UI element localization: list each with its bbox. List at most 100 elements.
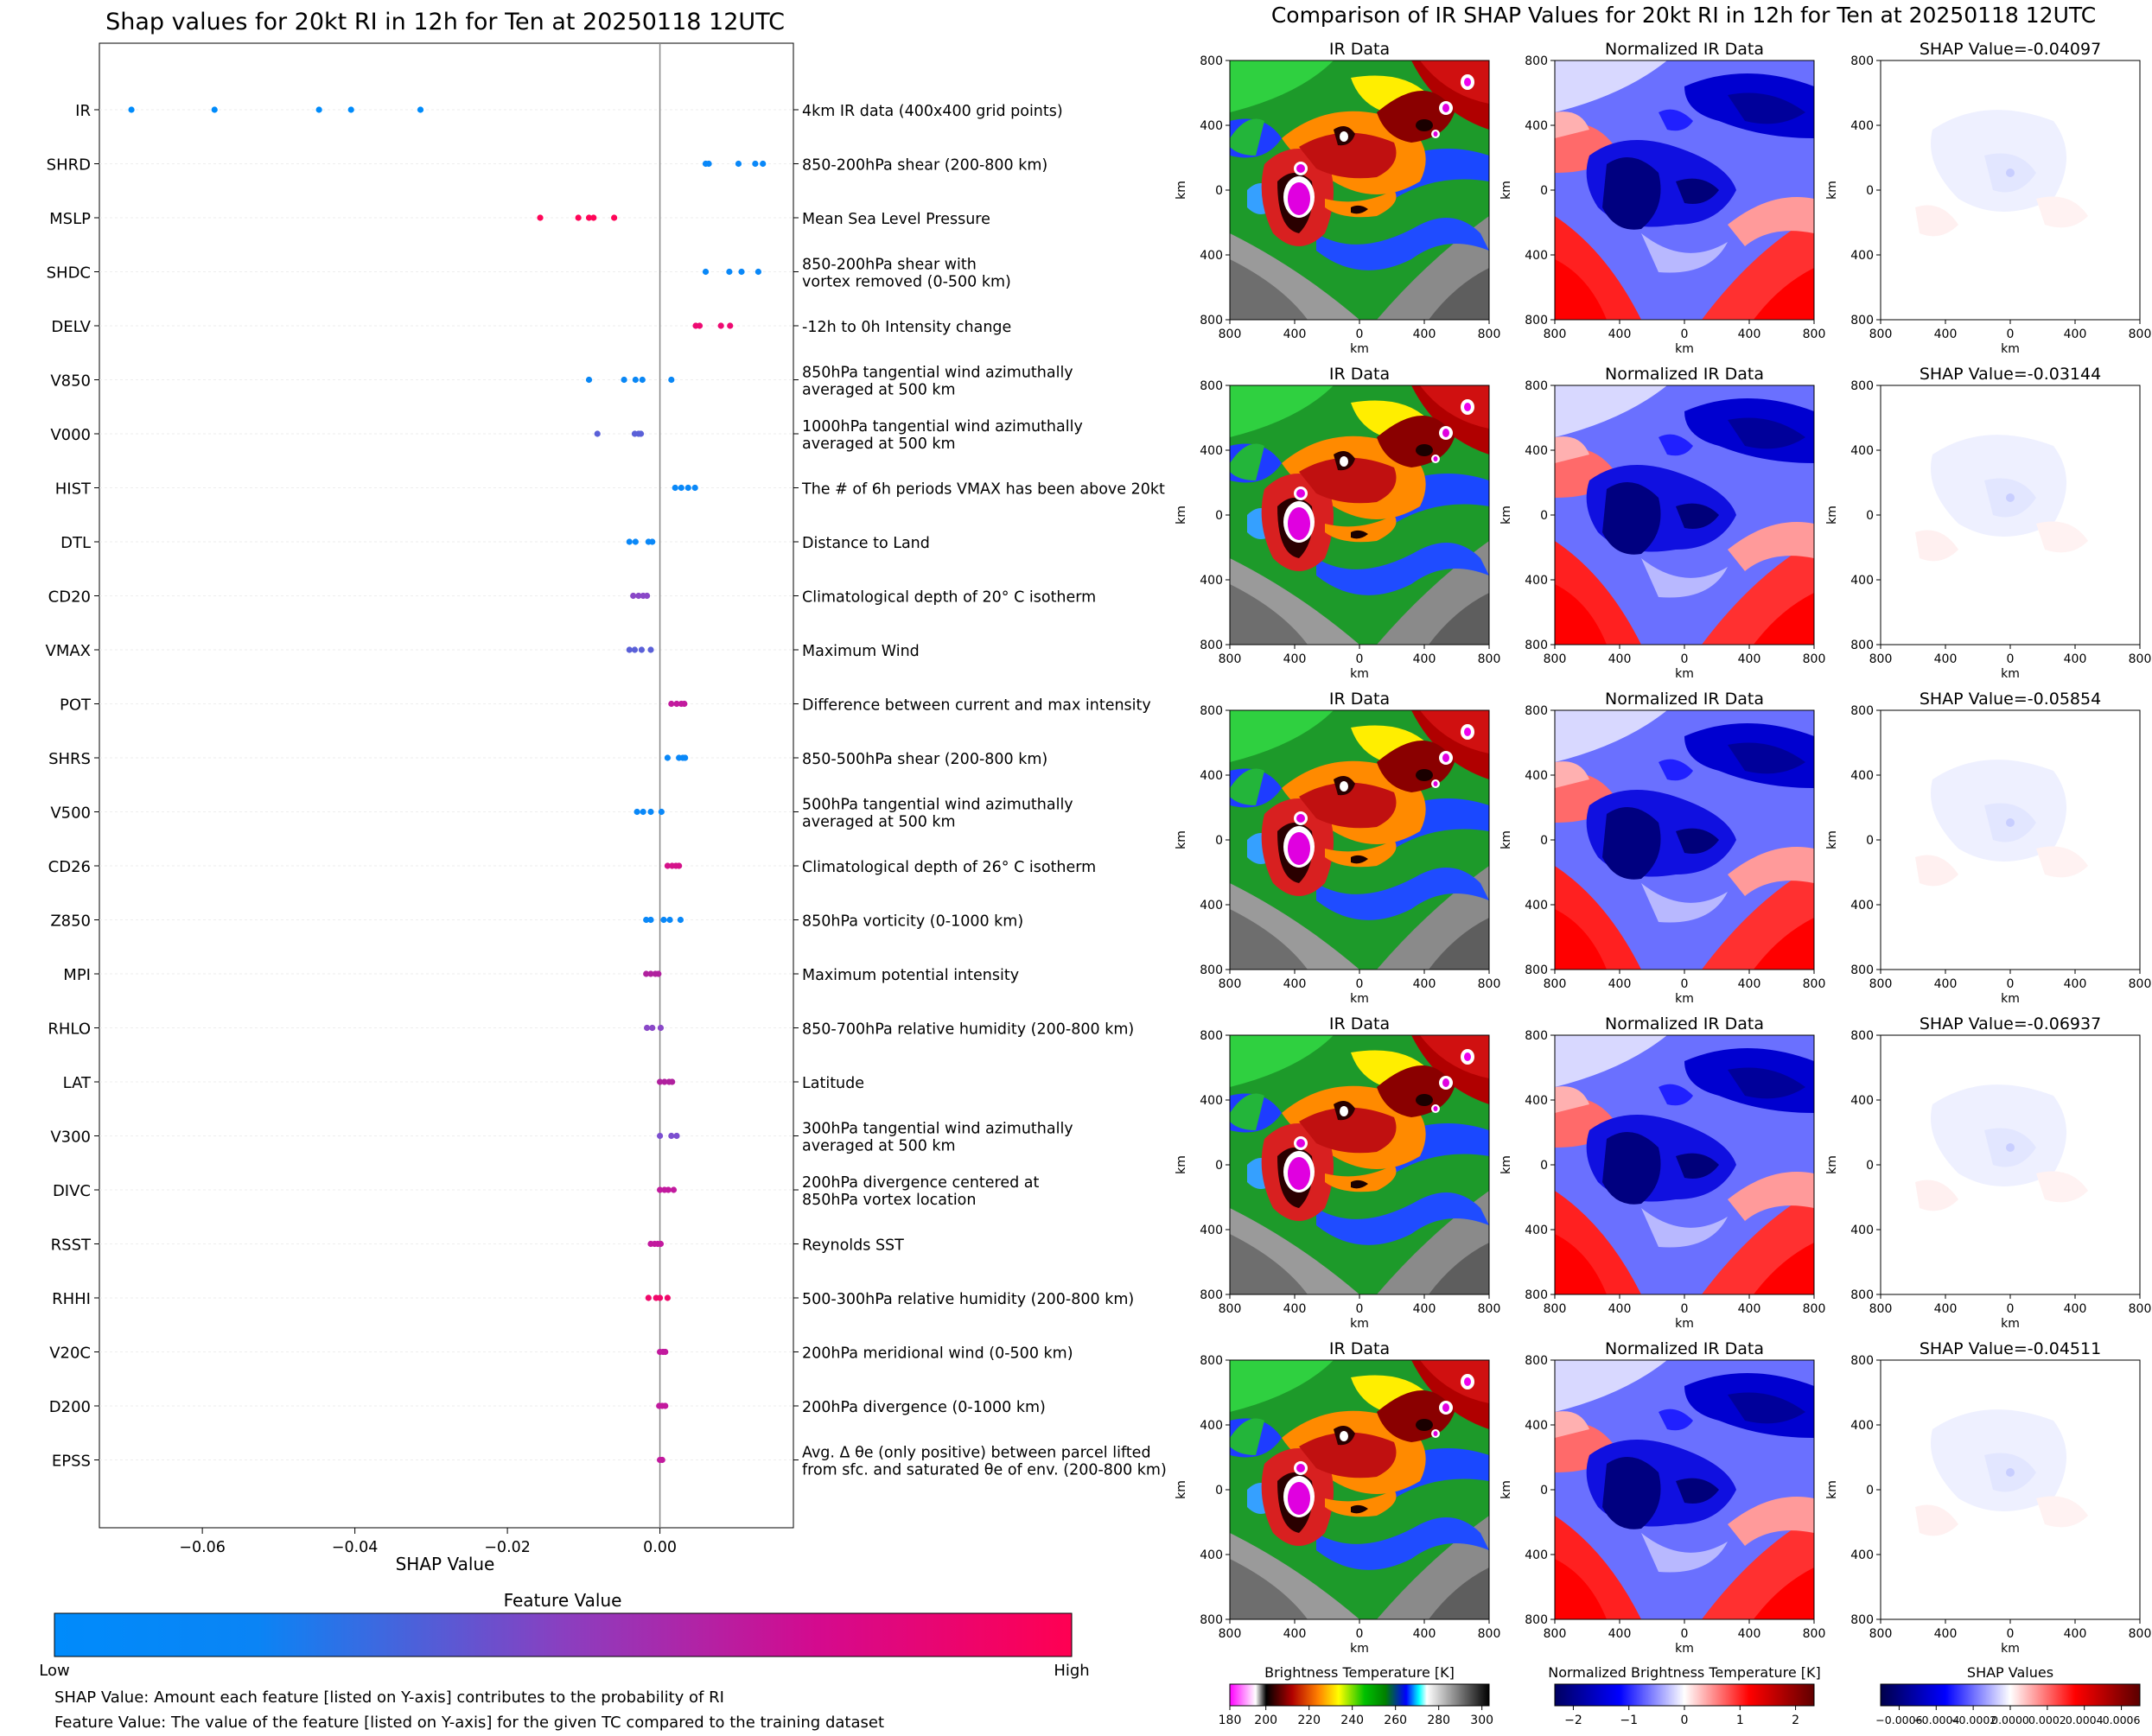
feature-description-shrd: 850-200hPa shear (200-800 km) bbox=[802, 157, 1047, 175]
y-tick-label: 400 bbox=[1850, 899, 1874, 913]
shap-point-delv bbox=[717, 322, 724, 329]
panel-ylabel: km bbox=[1499, 1480, 1513, 1499]
x-tick-label: 0 bbox=[2007, 977, 2015, 991]
y-tick-label: 800 bbox=[1200, 963, 1223, 977]
shap-point-pot bbox=[673, 700, 680, 708]
panel-r4-c2: Normalized IR Data8008004004000040040080… bbox=[1499, 1014, 1825, 1331]
x-tick-label: 400 bbox=[2064, 977, 2087, 991]
shap-point-shrs bbox=[682, 754, 689, 761]
shap-point-ir bbox=[128, 106, 135, 113]
x-tick-label: 400 bbox=[1934, 327, 1958, 341]
normalized-ir-image bbox=[1555, 60, 1814, 320]
shap-point-vmax bbox=[626, 646, 633, 653]
x-tick-label: 400 bbox=[1608, 652, 1632, 666]
y-tick-label: 400 bbox=[1850, 769, 1874, 783]
shap-point-epss bbox=[659, 1456, 665, 1464]
feature-description-v000: 1000hPa tangential wind azimuthally bbox=[802, 418, 1083, 436]
x-tick-label: 0 bbox=[1356, 1302, 1364, 1316]
shap-point-shrd bbox=[705, 160, 712, 168]
x-tick-label: 800 bbox=[1544, 1302, 1567, 1316]
shap-map-image bbox=[1881, 710, 2140, 970]
x-tick-label: 0 bbox=[1356, 652, 1364, 666]
feature-description-rsst: Reynolds SST bbox=[802, 1237, 904, 1255]
x-tick-label: 400 bbox=[2064, 1302, 2087, 1316]
x-tick-label: 800 bbox=[1869, 1627, 1893, 1641]
y-tick-label: 400 bbox=[1200, 1419, 1223, 1433]
y-tick-label: 800 bbox=[1200, 1354, 1223, 1368]
feature-label-rhhi: RHHI bbox=[52, 1290, 91, 1308]
colorbar-tick-label: −0.0004 bbox=[1913, 1714, 1959, 1726]
shap-point-cd26 bbox=[664, 862, 672, 869]
y-tick-label: 800 bbox=[1525, 1288, 1548, 1302]
shap-point-shdc bbox=[738, 268, 745, 276]
colorbar-tick-label: 220 bbox=[1297, 1714, 1321, 1727]
feature-description-mpi: Maximum potential intensity bbox=[802, 967, 1019, 984]
shap-point-shrd bbox=[752, 160, 759, 168]
shap-point-rhhi bbox=[664, 1294, 672, 1301]
feature-label-cd26: CD26 bbox=[48, 858, 91, 876]
feature-description-v300: 300hPa tangential wind azimuthally bbox=[802, 1121, 1073, 1138]
feature-description-z850: 850hPa vorticity (0-1000 km) bbox=[802, 913, 1023, 931]
y-tick-label: 0 bbox=[1215, 834, 1223, 848]
shap-point-shdc bbox=[726, 268, 733, 276]
x-tick-label: 400 bbox=[2064, 652, 2087, 666]
x-tick-label: 800 bbox=[1478, 1627, 1501, 1641]
x-tick-label: 400 bbox=[1738, 652, 1761, 666]
y-tick-label: 800 bbox=[1850, 704, 1874, 718]
x-tick-label: 400 bbox=[1608, 977, 1632, 991]
panel-ylabel: km bbox=[1825, 1155, 1839, 1174]
panel-title: Normalized IR Data bbox=[1605, 690, 1764, 709]
y-tick-label: 400 bbox=[1200, 1224, 1223, 1237]
feature-label-rsst: RSST bbox=[51, 1237, 92, 1255]
feature-label-shrs: SHRS bbox=[48, 750, 91, 768]
feature-description-cd20: Climatological depth of 20° C isotherm bbox=[802, 589, 1096, 607]
panel-xlabel: km bbox=[2001, 667, 2020, 681]
colorbar-low-label: Low bbox=[39, 1662, 69, 1680]
panel-title: IR Data bbox=[1329, 690, 1390, 709]
feature-label-rhlo: RHLO bbox=[48, 1021, 91, 1039]
shap-point-mslp bbox=[585, 214, 593, 221]
colorbar-tick-label: 0.0006 bbox=[2103, 1714, 2141, 1726]
y-tick-label: 800 bbox=[1525, 639, 1548, 652]
colorbar-tick-label: 180 bbox=[1219, 1714, 1242, 1727]
x-tick-label: 400 bbox=[1934, 977, 1958, 991]
x-tick-label: 0 bbox=[2007, 1302, 2015, 1316]
shap-point-z850 bbox=[677, 916, 684, 924]
colorbar-title: Brightness Temperature [K] bbox=[1264, 1664, 1455, 1681]
feature-label-v300: V300 bbox=[50, 1129, 91, 1147]
shap-map-image bbox=[1881, 1035, 2140, 1294]
shap-point-hist bbox=[691, 484, 698, 492]
feature-description-dtl: Distance to Land bbox=[802, 535, 930, 552]
y-tick-label: 400 bbox=[1850, 1548, 1874, 1562]
shap-point-z850 bbox=[660, 916, 667, 924]
y-tick-label: 800 bbox=[1850, 1354, 1874, 1368]
x-tick-label: 400 bbox=[1934, 652, 1958, 666]
x-tick-label: 800 bbox=[1219, 327, 1242, 341]
y-tick-label: 800 bbox=[1525, 704, 1548, 718]
feature-description-pot: Difference between current and max inten… bbox=[802, 697, 1151, 715]
y-tick-label: 400 bbox=[1525, 769, 1548, 783]
colorbar-tick-label: 0.0004 bbox=[2066, 1714, 2104, 1726]
x-tick-label: 800 bbox=[1803, 327, 1826, 341]
panel-ylabel: km bbox=[1175, 506, 1188, 525]
colorbar-title: SHAP Values bbox=[1967, 1664, 2053, 1681]
y-tick-label: 800 bbox=[1850, 639, 1874, 652]
panel-ylabel: km bbox=[1499, 1155, 1513, 1174]
panel-r3-c2: Normalized IR Data8008004004000040040080… bbox=[1499, 690, 1825, 1006]
plot-frame bbox=[99, 42, 794, 1529]
shap-point-shrs bbox=[664, 754, 672, 761]
x-tick-label: 400 bbox=[1283, 977, 1307, 991]
y-tick-label: 800 bbox=[1850, 1613, 1874, 1627]
panel-xlabel: km bbox=[1675, 1642, 1694, 1656]
panel-xlabel: km bbox=[1350, 1317, 1369, 1331]
shap-point-hist bbox=[678, 484, 684, 492]
feature-label-hist: HIST bbox=[55, 480, 92, 499]
x-tick-label: 400 bbox=[1413, 1627, 1436, 1641]
shap-point-vmax bbox=[631, 646, 639, 653]
y-tick-label: 400 bbox=[1200, 119, 1223, 133]
panel-title: IR Data bbox=[1329, 1339, 1390, 1358]
x-tick-label: 800 bbox=[1803, 1302, 1826, 1316]
